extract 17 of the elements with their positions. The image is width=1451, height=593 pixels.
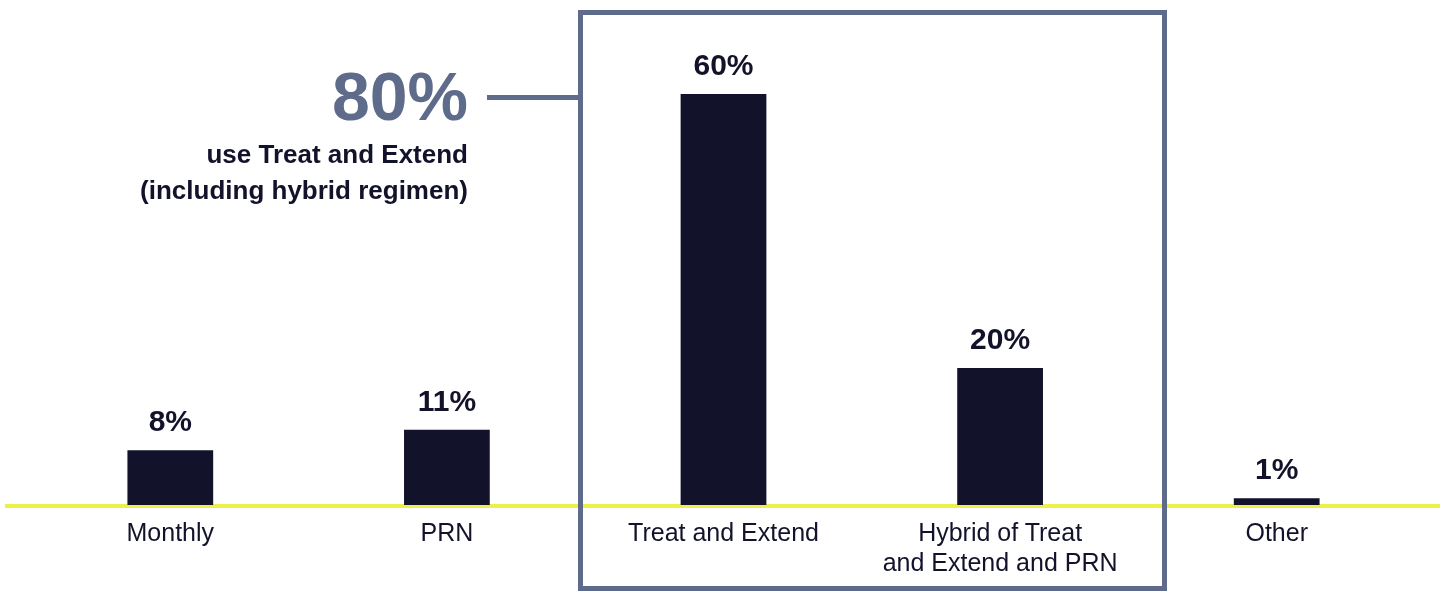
bar [127, 450, 214, 505]
bar [404, 429, 490, 505]
x-tick-label: PRN [420, 517, 474, 546]
annotation: 80% [331, 57, 468, 136]
bar [957, 368, 1043, 505]
data-label: 20% [970, 322, 1031, 356]
data-label: 1% [1255, 452, 1299, 486]
data-label: 11% [417, 383, 477, 417]
x-tick-label: Treat and Extend [628, 517, 819, 546]
x-tick-label: Other [1245, 517, 1308, 546]
x-tick-label: Hybrid of Treat and Extend and PRN [882, 517, 1118, 576]
bar [1233, 498, 1320, 505]
data-label: 60% [693, 48, 754, 82]
data-label: 8% [148, 404, 192, 438]
annotation: use Treat and Extend (including hybrid regimen) [139, 138, 468, 207]
bar [680, 94, 767, 505]
x-tick-label: Monthly [126, 517, 215, 546]
